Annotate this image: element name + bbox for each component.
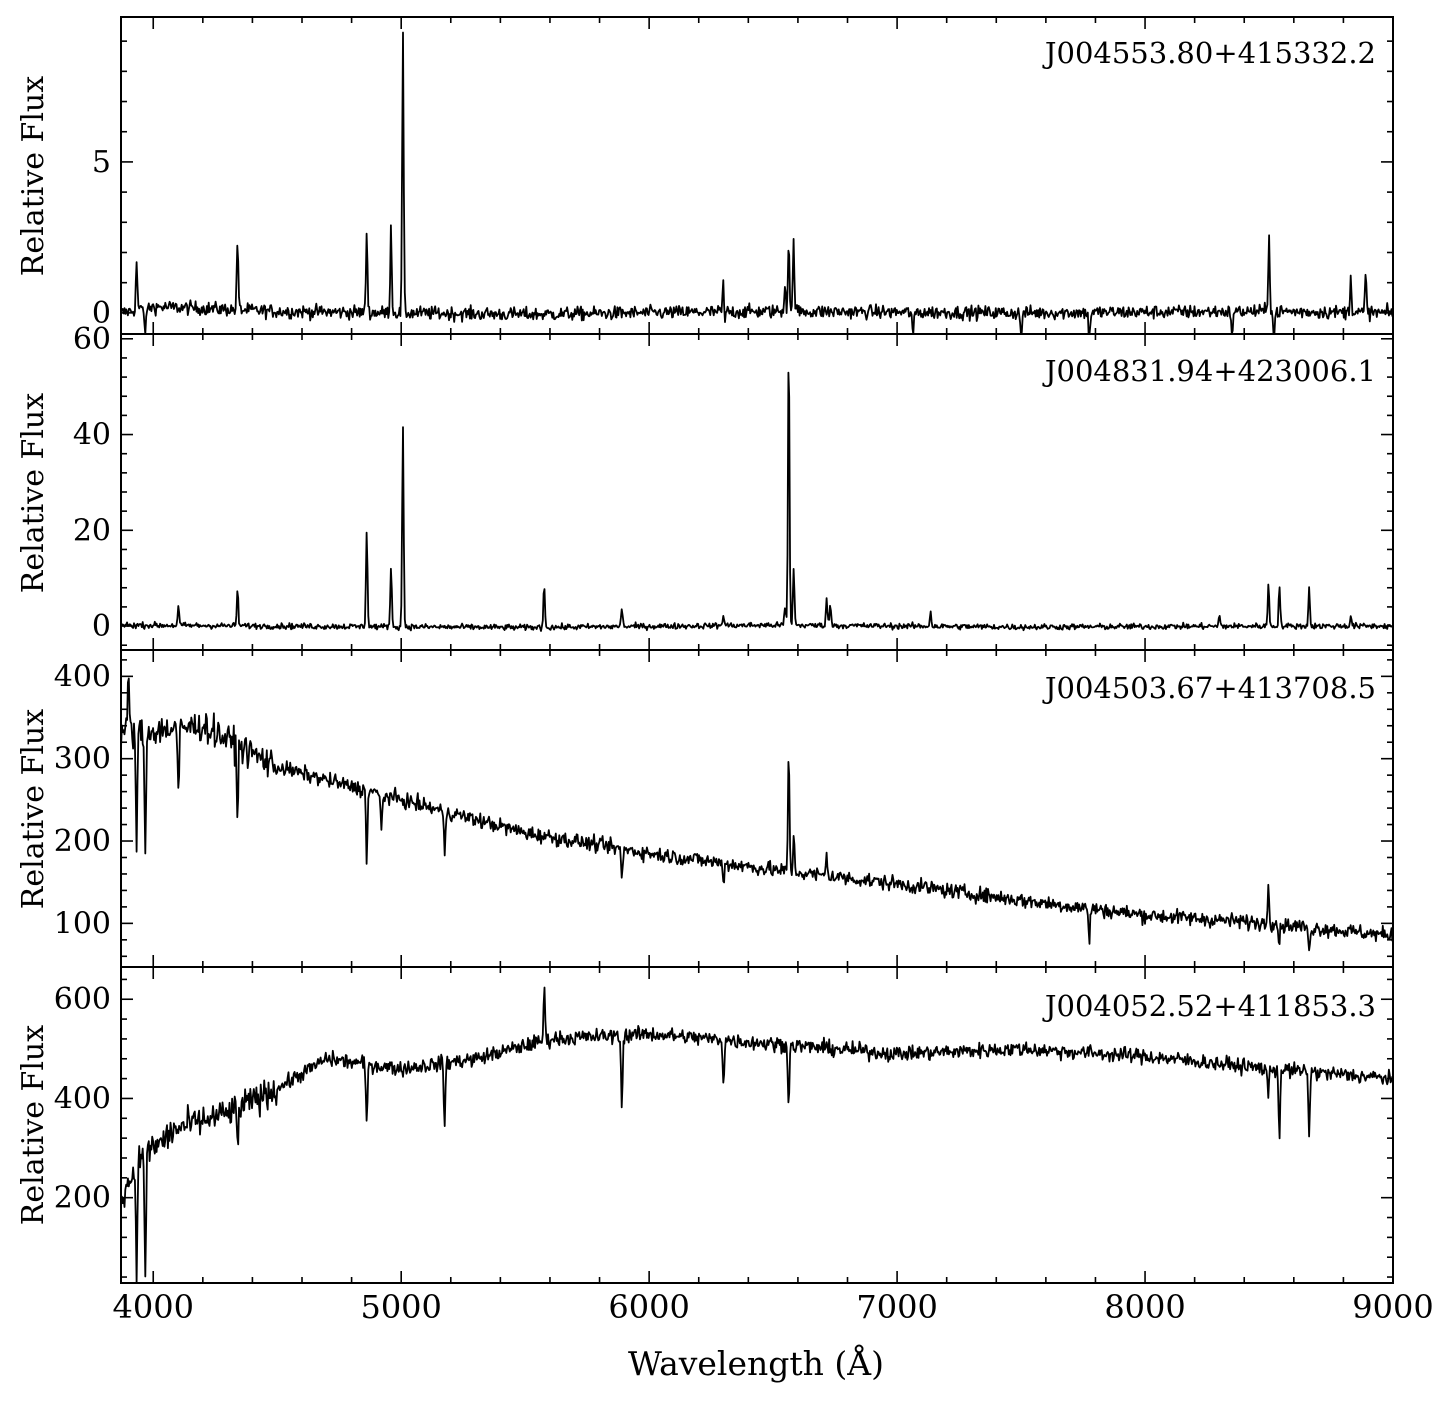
panel-3: J004503.67+413708.5 Relative Flux 100 200… bbox=[16, 649, 1394, 968]
panel-3-title: J004503.67+413708.5 bbox=[1042, 671, 1376, 705]
panel-3-y-axis-label: Relative Flux bbox=[16, 709, 51, 909]
panel-4-frame bbox=[120, 966, 1394, 1284]
x-tick-label: 8000 bbox=[1104, 1288, 1185, 1326]
panel-2: J004831.94+423006.1 Relative Flux 0 20 40 6… bbox=[16, 322, 1394, 651]
x-tick-label: 9000 bbox=[1352, 1288, 1433, 1326]
panel-4-y-tick-label: 200 bbox=[54, 1181, 111, 1216]
panel-3-spectrum-line bbox=[120, 677, 1394, 952]
panel-1: J004553.80+415332.2 Relative Flux 0 5 bbox=[16, 16, 1394, 335]
panel-4: J004052.52+411853.3 Relative Flux 200 400… bbox=[16, 966, 1394, 1284]
panel-4-title: J004052.52+411853.3 bbox=[1042, 989, 1376, 1023]
panel-2-y-tick-label: 0 bbox=[92, 609, 111, 644]
panel-3-y-tick-label: 200 bbox=[54, 824, 111, 859]
panel-2-title: J004831.94+423006.1 bbox=[1042, 354, 1376, 388]
x-tick-label: 7000 bbox=[856, 1288, 937, 1326]
panel-4-y-axis-label: Relative Flux bbox=[16, 1025, 51, 1225]
x-tick-label: 6000 bbox=[608, 1288, 689, 1326]
panel-3-y-tick-label: 400 bbox=[54, 659, 111, 694]
panel-4-spectrum-line bbox=[120, 986, 1394, 1284]
panel-1-y-tick-label: 0 bbox=[92, 296, 111, 331]
panel-4-y-tick-label: 400 bbox=[54, 1081, 111, 1116]
panel-2-y-tick-label: 60 bbox=[73, 322, 111, 357]
x-tick-label: 4000 bbox=[113, 1288, 194, 1326]
panel-4-y-tick-label: 600 bbox=[54, 982, 111, 1017]
x-tick-labels: 4000 5000 6000 7000 8000 9000 bbox=[113, 1288, 1434, 1326]
panel-2-spectrum-line bbox=[120, 371, 1393, 632]
panel-2-y-tick-label: 40 bbox=[73, 418, 111, 453]
panel-1-spectrum-line bbox=[120, 31, 1394, 335]
panel-1-y-tick-label: 5 bbox=[92, 145, 111, 180]
x-axis-label: Wavelength (Å) bbox=[628, 1343, 884, 1383]
panel-1-y-axis-label: Relative Flux bbox=[16, 76, 51, 276]
panel-3-y-tick-label: 100 bbox=[54, 906, 111, 941]
panel-1-title: J004553.80+415332.2 bbox=[1042, 36, 1376, 70]
panel-2-y-tick-label: 20 bbox=[73, 513, 111, 548]
x-tick-label: 5000 bbox=[360, 1288, 441, 1326]
panel-2-y-axis-label: Relative Flux bbox=[16, 393, 51, 593]
panel-3-y-tick-label: 300 bbox=[54, 742, 111, 777]
